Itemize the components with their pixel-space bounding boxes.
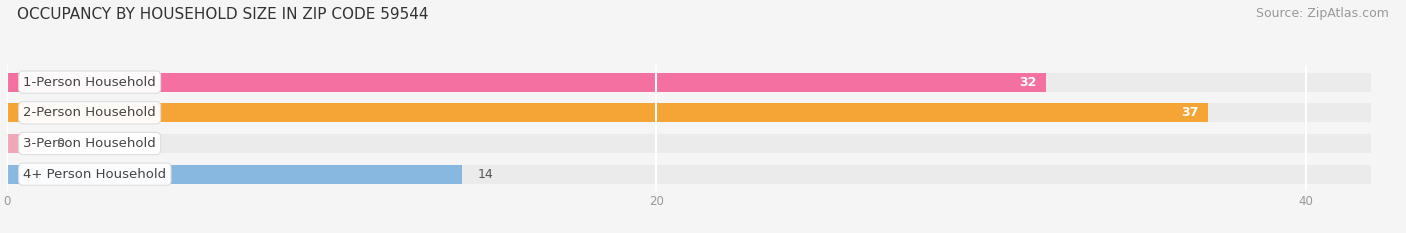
Bar <box>7 134 32 153</box>
Text: 1-Person Household: 1-Person Household <box>24 76 156 89</box>
Bar <box>7 165 461 184</box>
Bar <box>7 165 1371 184</box>
Text: 14: 14 <box>478 168 494 181</box>
Text: 37: 37 <box>1181 106 1199 119</box>
Text: 0: 0 <box>56 137 63 150</box>
Text: Source: ZipAtlas.com: Source: ZipAtlas.com <box>1256 7 1389 20</box>
Text: OCCUPANCY BY HOUSEHOLD SIZE IN ZIP CODE 59544: OCCUPANCY BY HOUSEHOLD SIZE IN ZIP CODE … <box>17 7 429 22</box>
Bar <box>7 103 1371 122</box>
Text: 32: 32 <box>1019 76 1036 89</box>
Bar <box>7 103 1209 122</box>
Bar <box>7 73 1046 92</box>
Text: 3-Person Household: 3-Person Household <box>24 137 156 150</box>
Text: 2-Person Household: 2-Person Household <box>24 106 156 119</box>
Bar <box>7 134 1371 153</box>
Bar <box>7 73 1371 92</box>
Text: 4+ Person Household: 4+ Person Household <box>24 168 166 181</box>
